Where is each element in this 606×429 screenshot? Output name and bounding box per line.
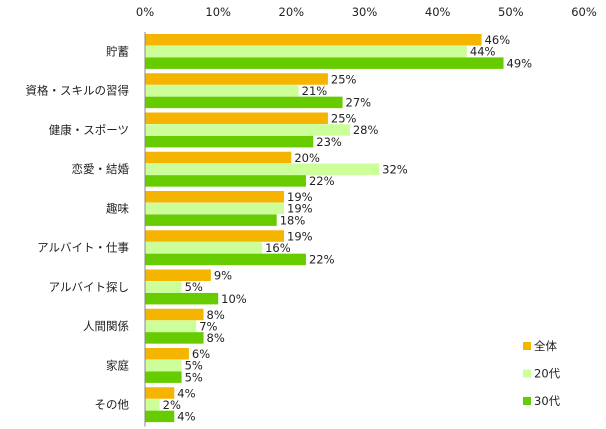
data-label: 9% bbox=[214, 269, 232, 283]
data-label: 5% bbox=[185, 359, 203, 373]
data-label: 21% bbox=[302, 84, 328, 98]
category-label: 趣味 bbox=[106, 201, 129, 215]
bar bbox=[145, 163, 380, 175]
bar bbox=[145, 230, 285, 242]
data-label: 4% bbox=[177, 386, 195, 400]
x-tick-label: 0% bbox=[136, 5, 154, 19]
data-label: 27% bbox=[346, 96, 372, 110]
data-label: 19% bbox=[287, 190, 313, 204]
data-label: 49% bbox=[507, 56, 533, 70]
bar bbox=[145, 292, 219, 305]
bar bbox=[145, 45, 467, 58]
x-tick-label: 40% bbox=[425, 5, 451, 19]
data-label: 22% bbox=[309, 253, 335, 267]
data-label: 10% bbox=[221, 292, 247, 306]
legend-swatch bbox=[523, 342, 531, 350]
bar bbox=[145, 281, 182, 293]
bar bbox=[145, 151, 292, 164]
x-tick-label: 50% bbox=[498, 5, 524, 19]
data-label: 16% bbox=[265, 241, 291, 255]
x-tick-label: 30% bbox=[352, 5, 378, 19]
bar bbox=[145, 332, 204, 344]
category-labels: 貯蓄資格・スキルの習得健康・スポーツ恋愛・結婚趣味アルバイト・仕事アルバイト探し… bbox=[26, 44, 130, 411]
x-axis-ticks: 0% 10% 20% 30% 40% 50% 60% bbox=[136, 5, 597, 19]
bar bbox=[145, 135, 314, 148]
bar bbox=[145, 214, 277, 226]
bar bbox=[145, 241, 263, 254]
data-label: 20% bbox=[294, 151, 320, 165]
data-label: 44% bbox=[470, 45, 496, 59]
bar bbox=[145, 253, 306, 266]
data-label: 8% bbox=[207, 331, 225, 345]
data-label: 5% bbox=[185, 280, 203, 294]
category-label: 資格・スキルの習得 bbox=[26, 84, 130, 98]
value-labels: 46%44%49%25%21%27%25%28%23%20%32%22%19%1… bbox=[163, 33, 533, 424]
category-label: 人間関係 bbox=[83, 319, 129, 333]
bar bbox=[145, 387, 175, 399]
bar bbox=[145, 96, 343, 109]
legend: 全体 20代 30代 bbox=[523, 339, 561, 408]
category-label: 家庭 bbox=[106, 358, 129, 372]
bar bbox=[145, 112, 328, 124]
data-label: 4% bbox=[177, 410, 195, 424]
bar bbox=[145, 84, 299, 97]
legend-swatch bbox=[523, 369, 531, 378]
x-tick-label: 20% bbox=[279, 5, 305, 19]
data-label: 5% bbox=[185, 370, 203, 384]
bar bbox=[145, 202, 285, 215]
x-tick-label: 10% bbox=[205, 5, 231, 19]
bar bbox=[145, 191, 285, 203]
data-label: 6% bbox=[192, 347, 210, 361]
bar bbox=[145, 348, 189, 360]
data-label: 25% bbox=[331, 72, 357, 86]
category-label: 恋愛・結婚 bbox=[72, 162, 130, 176]
bar bbox=[145, 371, 182, 383]
category-label: その他 bbox=[95, 398, 130, 412]
bar bbox=[145, 410, 175, 423]
category-label: アルバイト・仕事 bbox=[37, 241, 129, 255]
bar bbox=[145, 124, 350, 136]
data-label: 8% bbox=[207, 308, 225, 322]
data-label: 28% bbox=[353, 123, 379, 137]
bar bbox=[145, 175, 306, 187]
bar bbox=[145, 34, 482, 46]
bar bbox=[145, 359, 182, 372]
bar bbox=[145, 73, 328, 85]
bar bbox=[145, 269, 211, 281]
data-label: 22% bbox=[309, 174, 335, 188]
category-label: 健康・スポーツ bbox=[49, 123, 129, 137]
data-label: 2% bbox=[163, 398, 181, 412]
data-label: 19% bbox=[287, 202, 313, 216]
legend-label: 20代 bbox=[534, 367, 561, 381]
legend-label: 30代 bbox=[534, 394, 561, 408]
data-label: 19% bbox=[287, 229, 313, 243]
bar bbox=[145, 320, 197, 332]
category-label: 貯蓄 bbox=[106, 44, 129, 58]
data-label: 46% bbox=[485, 33, 511, 47]
category-label: アルバイト探し bbox=[49, 280, 129, 294]
data-label: 7% bbox=[199, 319, 217, 333]
data-label: 23% bbox=[316, 135, 342, 149]
legend-swatch bbox=[523, 397, 531, 405]
data-label: 18% bbox=[280, 213, 306, 227]
x-tick-label: 60% bbox=[571, 5, 597, 19]
bar bbox=[145, 398, 160, 411]
bar bbox=[145, 308, 204, 321]
data-label: 32% bbox=[382, 162, 408, 176]
bars bbox=[145, 34, 504, 423]
bar bbox=[145, 57, 504, 69]
legend-label: 全体 bbox=[534, 339, 557, 353]
data-label: 25% bbox=[331, 112, 357, 126]
